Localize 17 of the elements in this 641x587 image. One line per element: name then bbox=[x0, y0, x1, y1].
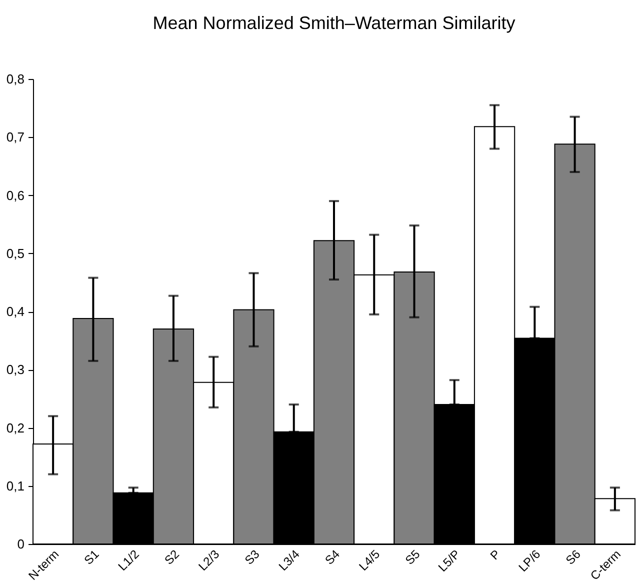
y-tick-label: 0,4 bbox=[6, 304, 24, 319]
y-tick-label: 0,1 bbox=[6, 478, 24, 494]
x-tick-label: S6 bbox=[563, 546, 584, 568]
y-tick-label: 0,5 bbox=[6, 246, 24, 261]
y-tick-label: 0,7 bbox=[6, 130, 24, 145]
x-tick-label: P bbox=[487, 547, 504, 563]
x-tick-label: S5 bbox=[402, 546, 423, 568]
y-tick-label: 0,3 bbox=[6, 362, 24, 378]
y-tick-label: 0,6 bbox=[6, 188, 24, 203]
x-tick-label: S2 bbox=[162, 546, 182, 568]
y-tick-label: 0,2 bbox=[6, 420, 24, 436]
x-tick-label: S4 bbox=[322, 546, 343, 568]
y-tick-label: 0 bbox=[17, 536, 24, 552]
x-tick-label: S1 bbox=[81, 546, 102, 568]
x-tick-label: S3 bbox=[242, 546, 262, 568]
chart-title: Mean Normalized Smith–Waterman Similarity bbox=[152, 13, 516, 33]
y-tick-label: 0,8 bbox=[6, 72, 24, 86]
